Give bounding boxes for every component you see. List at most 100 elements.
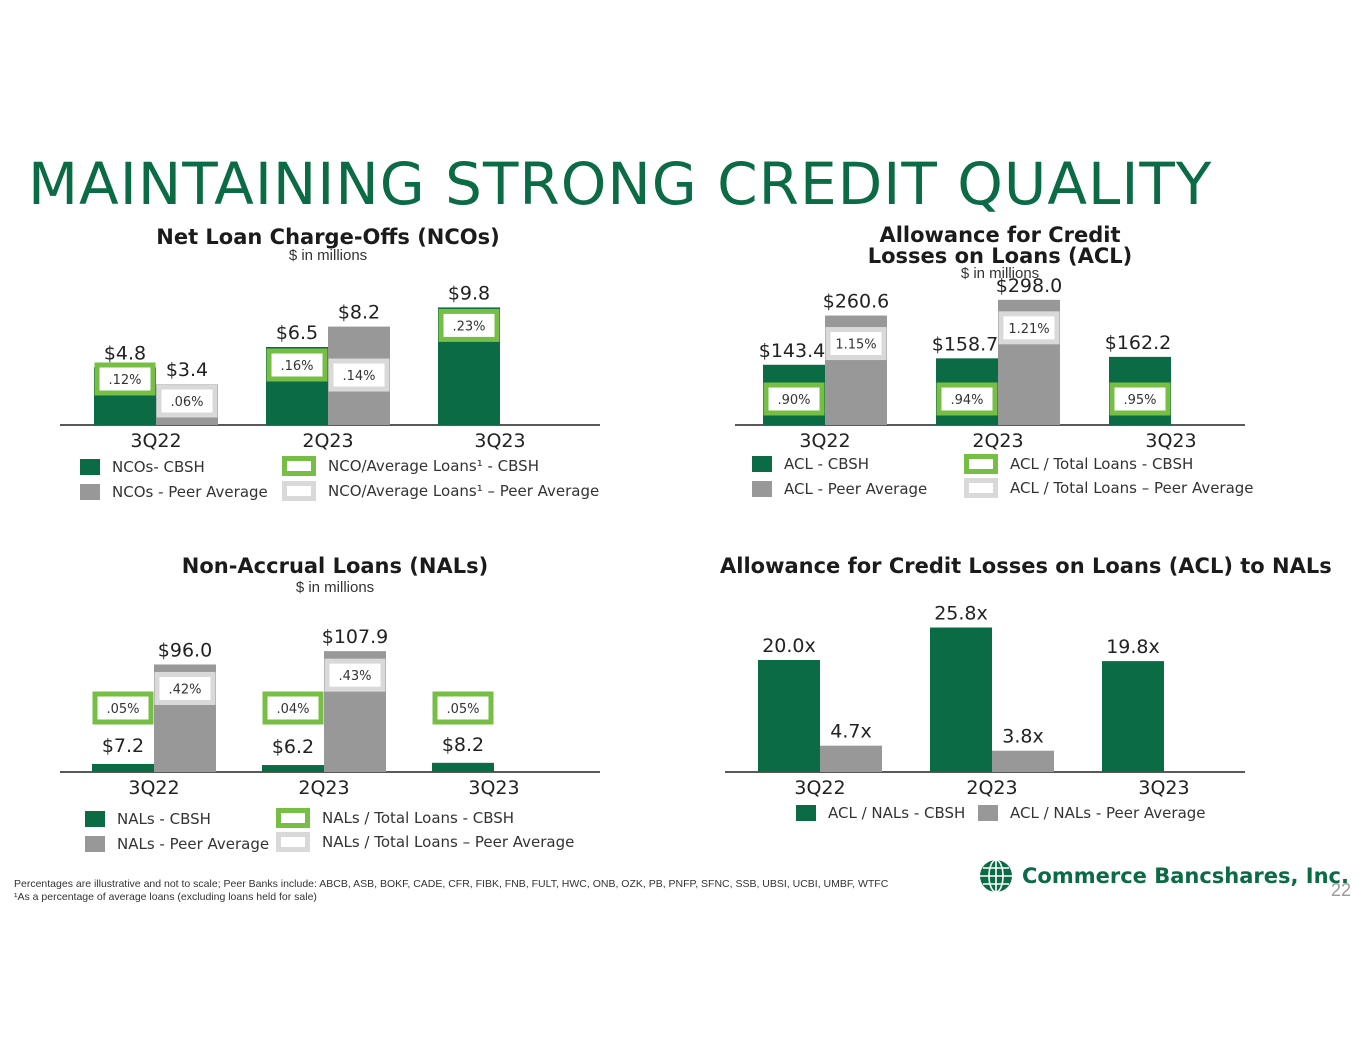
- footnote: Percentages are illustrative and not to …: [14, 878, 954, 904]
- cbsh-ratio-box: [1109, 382, 1171, 416]
- globe-icon: [980, 859, 1012, 893]
- ratio-label: .23%: [452, 319, 485, 334]
- bar-value-label: $143.4: [759, 340, 825, 362]
- legend-acl-ratio-peer: ACL / Total Loans – Peer Average: [964, 478, 1254, 498]
- peer-ratio-box: [328, 358, 390, 392]
- ratio-label: 1.15%: [835, 338, 876, 353]
- legend-nal-ratio-cbsh: NALs / Total Loans - CBSH: [276, 808, 514, 828]
- legend-nco-ratio-cbsh: NCO/Average Loans¹ - CBSH: [282, 456, 539, 476]
- x-tick-label: 3Q22: [794, 777, 845, 799]
- peer-bar: [820, 745, 882, 772]
- cbsh-ratio-box: [763, 382, 825, 416]
- cbsh-ratio-box: [262, 691, 324, 725]
- nco-chart-subtitle: $ in millions: [288, 247, 368, 264]
- bar-value-label: $260.6: [823, 291, 889, 313]
- company-logo: Commerce Bancshares, Inc.: [978, 858, 1349, 894]
- bar-value-label: 3.8x: [1002, 726, 1043, 748]
- ratio-label: .12%: [108, 373, 141, 388]
- legend-nco-cbsh: NCOs- CBSH: [80, 458, 205, 476]
- ratio-label: .42%: [168, 682, 201, 697]
- x-tick-label: 3Q22: [130, 430, 181, 452]
- legend-nal-cbsh: NALs - CBSH: [85, 810, 211, 828]
- legend-swatch: [282, 456, 316, 476]
- acl-chart-subtitle: $ in millions: [960, 265, 1040, 282]
- bar-value-label: $8.2: [338, 302, 380, 324]
- x-tick-label: 2Q23: [302, 430, 353, 452]
- bar-value-label: 4.7x: [830, 721, 871, 743]
- footnote-peers: Percentages are illustrative and not to …: [14, 878, 889, 890]
- ratio-label: .95%: [1123, 393, 1156, 408]
- bar-value-label: $6.2: [272, 736, 314, 758]
- bar-value-label: $7.2: [102, 735, 144, 757]
- x-tick-label: 3Q23: [474, 430, 525, 452]
- legend-acl-nal-cbsh: ACL / NALs - CBSH: [796, 804, 965, 822]
- acl-nal-chart: 20.0x 4.7x 3Q22 25.8x 3.8x 2Q23 19.8x 3Q23: [725, 603, 1245, 799]
- bar-value-label: $162.2: [1105, 332, 1171, 354]
- cbsh-ratio-box: [432, 691, 494, 725]
- peer-ratio-box: [154, 671, 216, 705]
- legend-swatch: [276, 832, 310, 852]
- legend-acl-nal-peer: ACL / NALs - Peer Average: [978, 804, 1206, 822]
- legend-swatch: [85, 811, 105, 827]
- ratio-label: .05%: [106, 702, 139, 717]
- ratio-label: .43%: [338, 669, 371, 684]
- peer-ratio-box: [324, 658, 386, 692]
- acl-nal-chart-title: Allowance for Credit Losses on Loans (AC…: [720, 554, 1332, 578]
- legend-nco-ratio-peer: NCO/Average Loans¹ – Peer Average: [282, 481, 599, 501]
- ratio-label: 1.21%: [1008, 322, 1049, 337]
- bar-value-label: $9.8: [448, 282, 490, 304]
- footnote-definition: ¹As a percentage of average loans (exclu…: [14, 891, 317, 903]
- cbsh-bar: [1102, 661, 1164, 772]
- bar-value-label: $298.0: [996, 275, 1062, 297]
- x-tick-label: 3Q23: [1138, 777, 1189, 799]
- legend-acl-cbsh: ACL - CBSH: [752, 455, 869, 473]
- ratio-label: .04%: [276, 702, 309, 717]
- bar-value-label: $107.9: [322, 626, 388, 648]
- legend-swatch: [85, 836, 105, 852]
- legend-swatch: [752, 456, 772, 472]
- legend-swatch: [796, 805, 816, 821]
- peer-ratio-box: [825, 327, 887, 361]
- cbsh-bar: [758, 660, 820, 772]
- cbsh-bar: [262, 765, 324, 772]
- legend-swatch: [282, 481, 316, 501]
- legend-swatch: [978, 805, 998, 821]
- nal-chart: $7.2 .05% $96.0 .42% 3Q22 $6.2 .04% $107.9 .43% 2…: [60, 626, 600, 799]
- page-number: 22: [1330, 880, 1351, 900]
- bar-value-label: 19.8x: [1106, 636, 1160, 658]
- cbsh-bar: [92, 763, 154, 772]
- x-tick-label: 3Q23: [468, 777, 519, 799]
- legend-swatch: [80, 459, 100, 475]
- x-tick-label: 3Q22: [799, 430, 850, 452]
- ratio-label: .05%: [446, 702, 479, 717]
- legend-nal-ratio-peer: NALs / Total Loans – Peer Average: [276, 832, 574, 852]
- nco-chart-title: Net Loan Charge-Offs (NCOs): [156, 225, 500, 249]
- bar-value-label: $96.0: [158, 639, 212, 661]
- nal-chart-title: Non-Accrual Loans (NALs): [181, 554, 489, 578]
- legend-swatch: [80, 484, 100, 500]
- legend-swatch: [752, 481, 772, 497]
- nco-chart: $4.8 .12% $3.4 .06% 3Q22 $6.5 .16% $8.2 .14% 2Q23…: [60, 282, 600, 452]
- cbsh-bar: [930, 627, 992, 772]
- cbsh-ratio-box: [936, 382, 998, 416]
- ratio-label: .94%: [950, 393, 983, 408]
- acl-chart: $143.4 .90% $260.6 1.15% 3Q22 $158.7 .94% $298.…: [735, 275, 1245, 452]
- x-tick-label: 2Q23: [966, 777, 1017, 799]
- peer-bar: [992, 750, 1054, 772]
- ratio-label: .90%: [777, 393, 810, 408]
- acl-chart-title-line2: Losses on Loans (ACL): [867, 244, 1133, 268]
- bar-value-label: $4.8: [104, 342, 146, 364]
- cbsh-ratio-box: [94, 362, 156, 396]
- x-tick-label: 3Q23: [1145, 430, 1196, 452]
- x-tick-label: 3Q22: [128, 777, 179, 799]
- legend-swatch: [276, 808, 310, 828]
- peer-ratio-box: [156, 384, 218, 418]
- peer-ratio-box: [998, 311, 1060, 345]
- cbsh-ratio-box: [92, 691, 154, 725]
- bar-value-label: 20.0x: [762, 635, 816, 657]
- bar-value-label: $6.5: [276, 322, 318, 344]
- legend-nco-peer: NCOs - Peer Average: [80, 483, 268, 501]
- ratio-label: .06%: [170, 395, 203, 410]
- acl-chart-title-line1: Allowance for Credit: [879, 223, 1121, 247]
- x-tick-label: 2Q23: [298, 777, 349, 799]
